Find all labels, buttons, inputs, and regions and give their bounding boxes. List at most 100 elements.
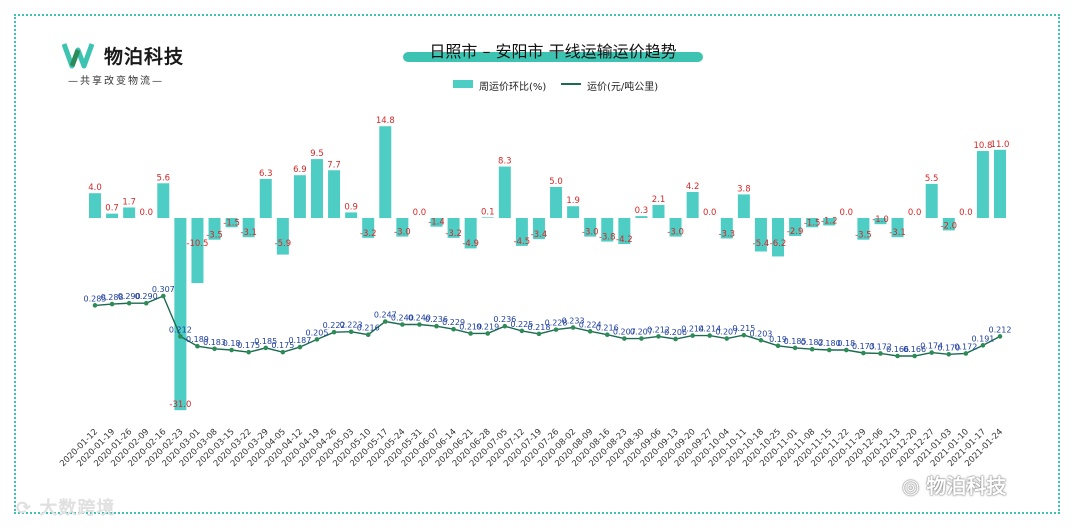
- price-value-label-9: 0.175: [237, 341, 260, 350]
- bar-value-label-29: -3.0: [582, 228, 599, 238]
- bar-value-label-0: 4.0: [88, 183, 102, 193]
- bar-value-label-28: 1.9: [566, 196, 580, 206]
- price-point-37: [724, 336, 730, 341]
- bar-value-label-21: -3.2: [445, 229, 462, 239]
- bar-22: [464, 218, 477, 249]
- bar-value-label-11: -5.9: [275, 239, 292, 249]
- bar-1: [106, 213, 119, 218]
- price-value-label-4: 0.307: [152, 285, 175, 294]
- price-point-44: [844, 347, 849, 353]
- price-value-label-25: 0.225: [510, 320, 533, 329]
- watermark-left: ⟳ 大数跨境: [16, 494, 115, 520]
- price-value-label-38: 0.215: [732, 324, 755, 333]
- bar-10: [259, 178, 272, 218]
- bar-39: [754, 218, 767, 252]
- bar-11: [276, 218, 289, 255]
- bar-value-label-25: -4.5: [514, 237, 531, 247]
- price-point-41: [792, 345, 798, 351]
- price-value-label-27: 0.228: [545, 319, 568, 328]
- bar-value-label-18: -3.0: [394, 228, 411, 238]
- price-point-10: [263, 345, 269, 351]
- price-value-label-39: 0.203: [749, 329, 772, 338]
- price-point-38: [741, 332, 747, 338]
- bar-27: [550, 187, 563, 218]
- price-value-label-41: 0.185: [784, 337, 807, 346]
- bar-49: [925, 183, 938, 218]
- price-point-50: [946, 351, 952, 357]
- bar-15: [345, 212, 358, 218]
- price-value-label-43: 0.180: [818, 339, 841, 348]
- bar-value-label-10: 6.3: [259, 169, 273, 179]
- bar-43: [823, 218, 836, 226]
- bar-value-label-1: 0.7: [105, 204, 119, 214]
- price-point-52: [980, 343, 986, 348]
- price-value-label-36: 0.214: [698, 325, 721, 334]
- price-point-29: [587, 329, 593, 334]
- price-value-label-22: 0.219: [459, 322, 482, 331]
- bar-value-label-9: -3.1: [240, 228, 257, 238]
- price-point-25: [519, 328, 525, 334]
- bar-value-label-40: -6.2: [770, 239, 787, 249]
- bar-value-label-35: 4.2: [686, 182, 700, 192]
- bar-value-label-36: 0.0: [703, 208, 717, 218]
- bar-30: [601, 218, 614, 242]
- price-point-14: [331, 329, 337, 335]
- bar-38: [737, 194, 750, 218]
- bar-37: [720, 218, 733, 239]
- bar-20: [430, 218, 443, 227]
- price-value-label-33: 0.212: [647, 325, 670, 334]
- bar-value-label-15: 0.9: [344, 202, 358, 212]
- bar-value-label-24: 8.3: [498, 157, 512, 167]
- price-value-label-48: 0.166: [903, 345, 926, 354]
- price-value-label-26: 0.218: [528, 323, 551, 332]
- price-value-label-19: 0.240: [408, 314, 431, 323]
- price-point-20: [434, 323, 439, 329]
- bar-45: [857, 218, 870, 240]
- bar-46: [874, 218, 887, 225]
- price-value-label-44: 0.18: [837, 339, 855, 348]
- price-value-label-40: 0.19: [769, 335, 787, 344]
- chart-frame: [14, 14, 1060, 514]
- bar-value-label-23: 0.1: [481, 207, 495, 217]
- watermark-right: ◎ 物泊科技: [902, 470, 1006, 499]
- bar-17: [379, 126, 392, 218]
- bar-0: [89, 193, 101, 218]
- price-point-7: [212, 346, 217, 352]
- bar-23: [481, 217, 494, 218]
- bar-value-label-20: -1.4: [428, 218, 445, 228]
- bar-value-label-14: 7.7: [327, 160, 341, 170]
- price-value-label-13: 0.205: [306, 328, 329, 337]
- price-line: [94, 295, 1001, 357]
- wechat-icon: ◎: [902, 474, 927, 498]
- price-value-label-7: 0.183: [203, 338, 226, 347]
- price-value-label-51: 0.172: [954, 342, 977, 351]
- bar-value-label-42: -1.5: [804, 218, 821, 228]
- price-point-19: [417, 322, 422, 327]
- price-point-3: [143, 300, 149, 306]
- price-point-30: [604, 332, 610, 338]
- price-value-label-23: 0.219: [476, 322, 499, 331]
- bar-32: [635, 216, 648, 218]
- bar-16: [362, 218, 375, 238]
- bar-53: [994, 149, 1006, 218]
- bar-52: [976, 151, 989, 218]
- bar-value-label-30: -3.8: [599, 233, 616, 243]
- bar-33: [652, 204, 665, 218]
- bar-value-label-47: -3.1: [889, 228, 906, 238]
- legend-line-swatch: [561, 83, 581, 85]
- legend-bar-label: 周运价环比(%): [479, 82, 547, 93]
- bar-24: [498, 166, 511, 218]
- price-point-35: [690, 333, 695, 338]
- price-point-0: [92, 303, 98, 308]
- price-value-label-2: 0.290: [118, 292, 141, 301]
- bar-value-label-6: -10.5: [186, 239, 208, 249]
- chart-title: 日照市 – 安阳市 干线运输运价趋势: [429, 42, 677, 61]
- title-underline-bar: [403, 52, 703, 62]
- price-value-label-53: 0.212: [989, 325, 1012, 334]
- price-value-label-15: 0.223: [340, 321, 363, 330]
- price-point-16: [365, 332, 371, 338]
- bar-18: [396, 218, 409, 237]
- price-value-label-46: 0.172: [869, 342, 892, 351]
- bar-value-label-2: 1.7: [122, 197, 136, 207]
- price-point-27: [553, 327, 559, 332]
